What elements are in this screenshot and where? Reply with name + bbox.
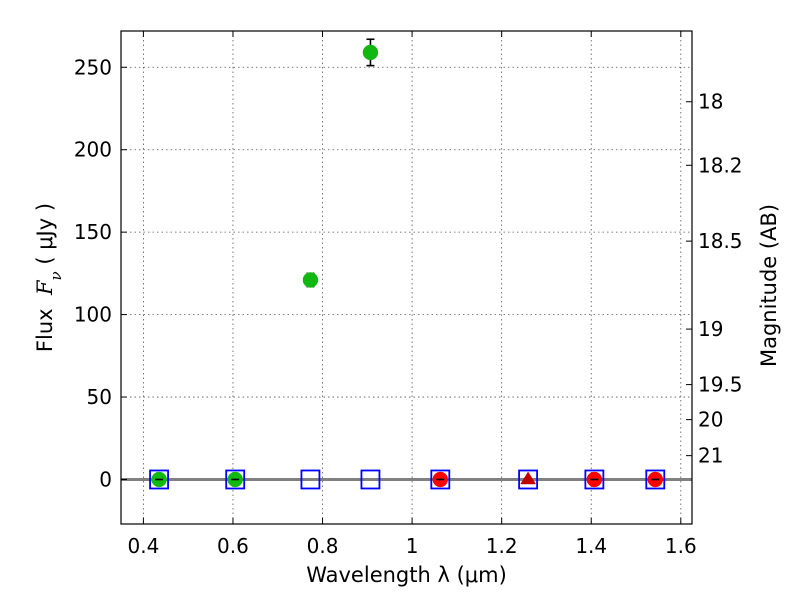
mag-tick-label: 19 <box>698 317 723 341</box>
x-tick-label: 1.2 <box>486 534 518 558</box>
y-tick-label: 0 <box>99 467 112 491</box>
mag-tick-label: 18.2 <box>698 153 743 177</box>
x-tick-label: 1.6 <box>665 534 697 558</box>
y-tick-label: 250 <box>74 55 112 79</box>
data-point <box>362 44 379 61</box>
magnitude-axis-label: Magnitude (AB) <box>757 204 781 367</box>
model-point <box>225 469 246 490</box>
grid <box>121 31 692 524</box>
model-point <box>645 469 666 490</box>
model-point <box>430 469 451 490</box>
y-tick-label: 150 <box>74 220 112 244</box>
model-point <box>360 469 381 490</box>
upper-limit-point <box>520 471 537 485</box>
axis-ticks: 0.4 0.6 0.8 1 1.2 1.4 1.6 0 50 100 150 200 250 18 18.2… <box>74 31 743 558</box>
mag-tick-label: 21 <box>698 444 723 468</box>
plot-frame <box>120 30 693 525</box>
model-point <box>584 469 605 490</box>
y-axis-label: Flux Fν ( μJy ) <box>33 203 65 352</box>
mag-tick-label: 20 <box>698 408 723 432</box>
mag-tick-label: 18.5 <box>698 229 743 253</box>
x-tick-label: 1 <box>406 534 419 558</box>
x-tick-label: 1.4 <box>575 534 607 558</box>
x-tick-label: 0.6 <box>217 534 249 558</box>
x-tick-label: 0.4 <box>127 534 159 558</box>
data-marks <box>149 38 666 490</box>
y-tick-label: 50 <box>87 385 112 409</box>
y-tick-label: 100 <box>74 303 112 327</box>
y-tick-label: 200 <box>74 138 112 162</box>
x-tick-label: 0.8 <box>307 534 339 558</box>
model-point <box>300 469 321 490</box>
model-point <box>518 469 538 490</box>
x-axis-label: Wavelength λ (μm) <box>306 563 507 587</box>
mag-tick-label: 18 <box>698 90 723 114</box>
mag-tick-label: 19.5 <box>698 373 743 397</box>
data-point <box>302 272 319 288</box>
model-point <box>149 469 169 490</box>
